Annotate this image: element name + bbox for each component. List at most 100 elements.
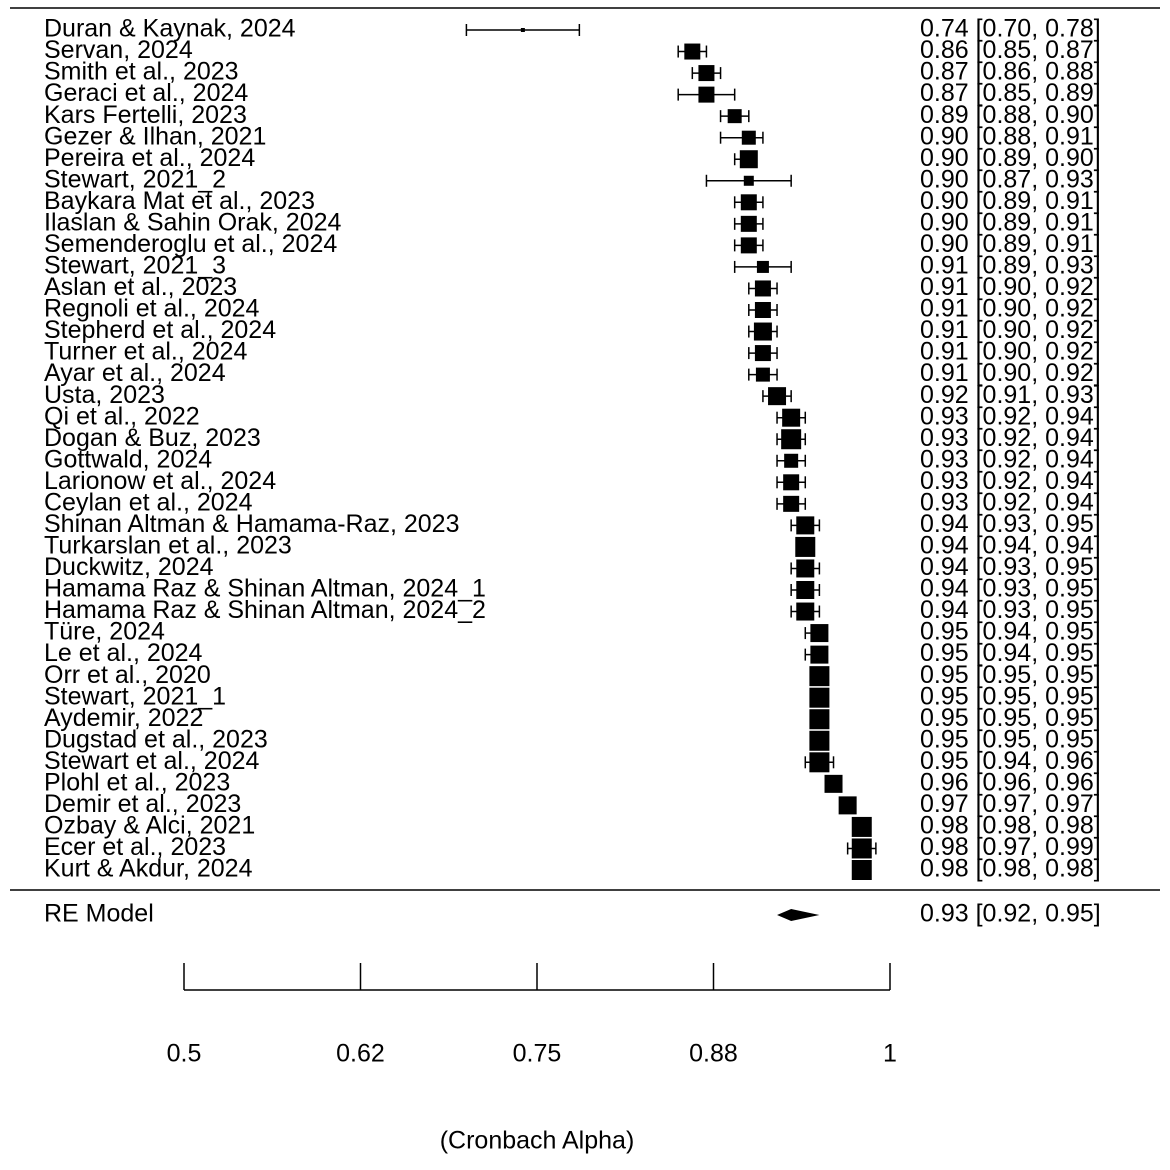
estimate-square	[768, 387, 787, 406]
estimate-label: 0.92 [0.91, 0.93]	[920, 381, 1101, 409]
study-label: Demir et al., 2023	[44, 790, 241, 818]
estimate-square	[851, 860, 872, 880]
estimate-square	[796, 516, 815, 535]
study-label: Orr et al., 2020	[44, 661, 211, 689]
estimate-label: 0.91 [0.89, 0.93]	[920, 252, 1101, 280]
estimate-label: 0.94 [0.94, 0.94]	[920, 532, 1101, 560]
study-label: Geraci et al., 2024	[44, 79, 248, 107]
estimate-label: 0.98 [0.98, 0.98]	[920, 812, 1101, 840]
estimate-label: 0.90 [0.88, 0.91]	[920, 122, 1101, 150]
estimate-label: 0.89 [0.88, 0.90]	[920, 101, 1101, 129]
summary-diamond	[777, 909, 820, 921]
study-label: Le et al., 2024	[44, 639, 203, 667]
study-label: Ozbay & Alci, 2021	[44, 812, 255, 840]
estimate-label: 0.98 [0.97, 0.99]	[920, 833, 1101, 861]
study-label: Turkarslan et al., 2023	[44, 532, 292, 560]
estimate-square	[795, 536, 816, 557]
estimate-label: 0.90 [0.89, 0.90]	[920, 144, 1101, 172]
estimate-label: 0.74 [0.70, 0.78]	[920, 15, 1101, 43]
estimate-label: 0.95 [0.94, 0.95]	[920, 639, 1101, 667]
estimate-label: 0.86 [0.85, 0.87]	[920, 36, 1101, 64]
study-label: Aydemir, 2022	[44, 704, 203, 732]
study-label: Larionow et al., 2024	[44, 467, 276, 495]
study-label: Semenderoglu et al., 2024	[44, 230, 337, 258]
estimate-square	[851, 816, 872, 837]
estimate-square	[809, 752, 830, 773]
study-label: Duckwitz, 2024	[44, 553, 214, 581]
study-label: Qi et al., 2022	[44, 402, 200, 430]
estimate-label: 0.91 [0.90, 0.92]	[920, 295, 1101, 323]
study-label: Kars Fertelli, 2023	[44, 101, 247, 129]
estimate-square	[783, 495, 800, 512]
study-label: Kurt & Akdur, 2024	[44, 855, 253, 883]
study-label: Türe, 2024	[44, 618, 165, 646]
study-label: Stepherd et al., 2024	[44, 316, 276, 344]
study-label: Regnoli et al., 2024	[44, 295, 260, 323]
estimate-square	[796, 581, 815, 599]
study-label: Stewart et al., 2024	[44, 747, 260, 775]
estimate-square	[796, 602, 815, 621]
summary-label: RE Model	[44, 900, 154, 928]
estimate-square	[727, 109, 742, 124]
estimate-square	[809, 687, 830, 708]
estimate-square	[810, 624, 829, 643]
estimate-label: 0.90 [0.89, 0.91]	[920, 230, 1101, 258]
study-label: Pereira et al., 2024	[44, 144, 255, 172]
estimate-label: 0.93 [0.92, 0.94]	[920, 467, 1101, 495]
estimate-square	[809, 709, 830, 730]
study-label: Duran & Kaynak, 2024	[44, 15, 296, 43]
estimate-label: 0.91 [0.90, 0.92]	[920, 359, 1101, 387]
estimate-label: 0.95 [0.95, 0.95]	[920, 682, 1101, 710]
estimate-square	[809, 730, 830, 751]
study-label: Turner et al., 2024	[44, 338, 247, 366]
estimate-label: 0.95 [0.94, 0.96]	[920, 747, 1101, 775]
estimate-square	[783, 474, 800, 491]
estimate-square	[810, 645, 829, 664]
estimate-square	[698, 65, 715, 82]
study-label: Stewart, 2021_3	[44, 252, 226, 280]
estimate-square	[756, 260, 769, 273]
estimate-square	[754, 345, 771, 362]
x-tick-label: 0.5	[167, 1040, 202, 1068]
study-label: Aslan et al., 2023	[44, 273, 237, 301]
x-axis-title: (Cronbach Alpha)	[440, 1127, 635, 1155]
study-label: Usta, 2023	[44, 381, 165, 409]
x-tick-label: 0.62	[336, 1040, 385, 1068]
estimate-square	[784, 453, 799, 468]
x-tick-label: 1	[883, 1040, 897, 1068]
estimate-label: 0.91 [0.90, 0.92]	[920, 273, 1101, 301]
estimate-label: 0.95 [0.94, 0.95]	[920, 618, 1101, 646]
study-label: Stewart, 2021_1	[44, 682, 226, 710]
estimate-label: 0.98 [0.98, 0.98]	[920, 855, 1101, 883]
estimate-label: 0.90 [0.89, 0.91]	[920, 208, 1101, 236]
estimate-label: 0.94 [0.93, 0.95]	[920, 596, 1101, 624]
estimate-label: 0.91 [0.90, 0.92]	[920, 316, 1101, 344]
study-label: Baykara Mat et al., 2023	[44, 187, 315, 215]
study-label: Ecer et al., 2023	[44, 833, 226, 861]
estimate-label: 0.94 [0.93, 0.95]	[920, 575, 1101, 603]
estimate-square	[520, 28, 525, 32]
x-tick-label: 0.75	[513, 1040, 562, 1068]
estimate-square	[824, 774, 843, 793]
study-label: Dugstad et al., 2023	[44, 725, 268, 753]
study-label: Dogan & Buz, 2023	[44, 424, 261, 452]
study-label: Ayar et al., 2024	[44, 359, 226, 387]
estimate-square	[743, 175, 754, 186]
estimate-label: 0.91 [0.90, 0.92]	[920, 338, 1101, 366]
estimate-square	[698, 86, 715, 103]
estimate-square	[755, 367, 770, 382]
study-label: Gezer & Ilhan, 2021	[44, 122, 266, 150]
estimate-square	[781, 429, 802, 450]
estimate-square	[809, 666, 830, 687]
estimate-square	[753, 322, 772, 341]
estimate-label: 0.93 [0.92, 0.94]	[920, 445, 1101, 473]
estimate-label: 0.93 [0.92, 0.94]	[920, 424, 1101, 452]
estimate-label: 0.90 [0.87, 0.93]	[920, 165, 1101, 193]
study-label: Servan, 2024	[44, 36, 193, 64]
study-label: Hamama Raz & Shinan Altman, 2024_2	[44, 596, 486, 624]
estimate-square	[740, 215, 757, 232]
estimate-label: 0.97 [0.97, 0.97]	[920, 790, 1101, 818]
estimate-label: 0.96 [0.96, 0.96]	[920, 768, 1101, 796]
x-tick-label: 0.88	[689, 1040, 738, 1068]
